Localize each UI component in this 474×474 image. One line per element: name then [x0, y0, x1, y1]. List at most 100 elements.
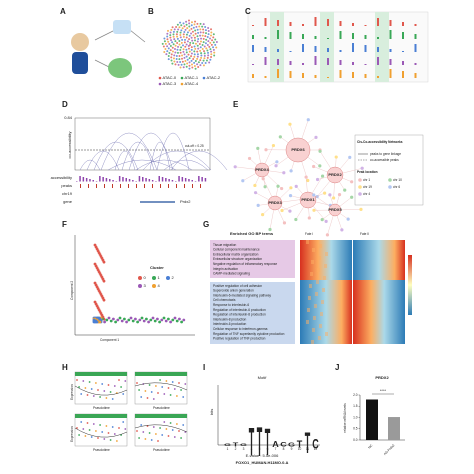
- bar: [168, 179, 170, 182]
- cell: [171, 26, 174, 29]
- peak-node: [312, 208, 316, 212]
- cell: [179, 61, 182, 64]
- label: 0.0: [353, 438, 358, 442]
- label: gene: [63, 199, 73, 204]
- bar: [171, 180, 174, 182]
- strip: [135, 372, 187, 376]
- cell: [112, 317, 115, 321]
- label: E: [233, 100, 239, 109]
- cell: [169, 31, 172, 34]
- label: Negative regulation of inflammatory resp…: [213, 262, 277, 266]
- cell: [163, 37, 166, 40]
- peak: [302, 73, 304, 78]
- heat-fleck: [323, 276, 326, 280]
- heat-row: [300, 296, 352, 300]
- cell: [202, 31, 205, 34]
- peak-node: [261, 213, 265, 217]
- cell: [214, 43, 217, 46]
- label: Cellular component maintenance: [213, 248, 260, 252]
- label: Cis-Co-accessibility Networks: [357, 140, 403, 144]
- label: D: [62, 100, 68, 109]
- cell: [203, 52, 206, 55]
- peak: [352, 23, 354, 26]
- cell: [173, 38, 176, 41]
- peak: [402, 22, 404, 26]
- label: B: [148, 7, 154, 16]
- label: FOXO1_HUMAN.H11MO.0.A: [236, 460, 289, 465]
- peak: [289, 51, 292, 52]
- heat-fleck: [306, 240, 309, 244]
- cell: [196, 53, 199, 56]
- label: 2.0: [353, 393, 358, 397]
- peak-node: [289, 169, 293, 173]
- peak: [389, 30, 392, 39]
- cell: [176, 60, 179, 63]
- peak: [264, 57, 267, 65]
- gene-node: [254, 162, 270, 178]
- heat-row: [353, 264, 405, 268]
- cell: [204, 61, 207, 64]
- peak: [302, 63, 304, 65]
- heat-row: [353, 252, 405, 256]
- cell: [172, 43, 175, 46]
- plot: [74, 413, 128, 447]
- cell: [205, 59, 208, 62]
- peak-node: [359, 207, 363, 211]
- cell: [177, 63, 180, 66]
- heat-row: [353, 320, 405, 324]
- cell: [182, 33, 185, 36]
- cell: [190, 59, 193, 62]
- cell: [196, 50, 199, 53]
- cell: [210, 31, 213, 34]
- cell: [93, 320, 97, 324]
- cell: [170, 53, 173, 56]
- cell: [159, 379, 162, 381]
- cell: [161, 386, 164, 388]
- axes: [74, 235, 195, 336]
- cell: [109, 319, 113, 323]
- peak: [364, 45, 367, 52]
- peak: [277, 69, 279, 78]
- label: PRDX3: [268, 200, 282, 205]
- peak: [314, 36, 317, 39]
- cell: [190, 36, 193, 39]
- cell: [116, 440, 118, 442]
- cell: [207, 33, 210, 36]
- peak: [414, 73, 417, 78]
- peak: [289, 22, 292, 26]
- logo-letter: G: [224, 443, 231, 447]
- cell: [177, 28, 180, 31]
- label: PRDX1: [301, 197, 315, 202]
- peak-mark: [168, 184, 169, 188]
- label: Regulation of interleukin-6 production: [213, 308, 266, 312]
- peak-node: [256, 146, 260, 151]
- heat-fleck: [311, 340, 314, 344]
- cell: [187, 47, 190, 50]
- label: Extracellular structure organization: [213, 257, 262, 261]
- peak-mark: [88, 184, 89, 188]
- heat-row: [353, 244, 405, 248]
- peak: [339, 21, 342, 26]
- cell: [202, 64, 205, 67]
- heat-fleck: [324, 264, 327, 268]
- cell: [203, 50, 206, 53]
- cell: [182, 66, 185, 69]
- cell: [186, 31, 189, 34]
- cell: [193, 36, 196, 39]
- heat-row: [300, 316, 352, 320]
- heat-row: [300, 268, 352, 272]
- bar: [151, 180, 154, 182]
- cell: [175, 54, 178, 57]
- cell: [193, 45, 196, 48]
- cell: [170, 59, 173, 62]
- label: 5: [259, 447, 261, 451]
- label: peaks: [61, 183, 72, 188]
- cell: [185, 33, 188, 36]
- cell: [182, 22, 185, 25]
- cell: [164, 42, 167, 45]
- cell: [185, 36, 188, 39]
- nuclei: [108, 58, 132, 78]
- peak: [339, 31, 342, 39]
- cell: [163, 421, 166, 423]
- heat-fleck: [325, 252, 328, 256]
